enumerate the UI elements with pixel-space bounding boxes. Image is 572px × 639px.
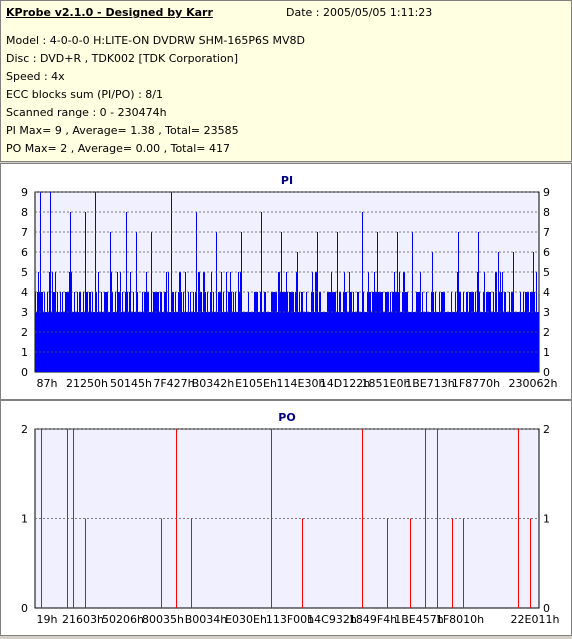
range-line: Scanned range : 0 - 230474h <box>6 106 167 119</box>
y-tick-label-left: 1 <box>21 513 28 526</box>
y-tick-label-right: 0 <box>543 602 550 615</box>
y-tick-label-right: 6 <box>543 246 550 259</box>
chart-title: PI <box>281 174 293 187</box>
y-tick-label-left: 0 <box>21 602 28 615</box>
po-chart-panel: PO 0 0 1 1 2 2 19h 21603h 50206h 80035h B0034h E030E… <box>0 400 572 636</box>
x-tick-label: 1BE713h <box>405 377 454 390</box>
y-tick-label-left: 6 <box>21 246 28 259</box>
x-tick-label: 22E011h <box>511 613 560 626</box>
y-tick-label-right: 0 <box>543 366 550 379</box>
y-tick-label-left: 3 <box>21 306 28 319</box>
y-tick-label-left: 0 <box>21 366 28 379</box>
x-tick-label: 14C932h <box>307 613 357 626</box>
x-tick-label: E030Eh <box>225 613 267 626</box>
y-tick-label-right: 4 <box>543 286 550 299</box>
y-tick-label-left: 4 <box>21 286 28 299</box>
x-tick-label: E105Eh <box>235 377 277 390</box>
x-tick-label: 1851E0h <box>362 377 411 390</box>
y-tick-label-left: 8 <box>21 206 28 219</box>
pi-summary-line: PI Max= 9 , Average= 1.38 , Total= 23585 <box>6 124 239 137</box>
y-tick-label-left: 7 <box>21 226 28 239</box>
scan-date: Date : 2005/05/05 1:11:23 <box>286 6 433 19</box>
x-tick-label: 113F00h <box>266 613 314 626</box>
y-tick-label-right: 2 <box>543 423 550 436</box>
app-title: KProbe v2.1.0 - Designed by Karr <box>6 6 213 19</box>
y-tick-label-right: 5 <box>543 266 550 279</box>
y-tick-label-left: 2 <box>21 423 28 436</box>
y-tick-label-right: 1 <box>543 513 550 526</box>
speed-line: Speed : 4x <box>6 70 65 83</box>
x-tick-label: 87h <box>37 377 58 390</box>
x-tick-label: B0034h <box>185 613 228 626</box>
y-tick-label-right: 9 <box>543 186 550 199</box>
ecc-line: ECC blocks sum (PI/PO) : 8/1 <box>6 88 163 101</box>
y-tick-label-right: 3 <box>543 306 550 319</box>
x-tick-label: 230062h <box>509 377 558 390</box>
y-tick-label-right: 2 <box>543 326 550 339</box>
x-tick-label: 1BE457h <box>394 613 443 626</box>
x-tick-label: 1F8770h <box>452 377 500 390</box>
x-tick-label: 14D122h <box>320 377 370 390</box>
x-tick-label: 50145h <box>110 377 152 390</box>
x-tick-label: 80035h <box>142 613 184 626</box>
bar-series <box>41 429 531 608</box>
pi-chart: PI 0 0 1 1 2 2 3 3 4 4 5 5 6 6 7 7 8 8 9 9 87h 21250h 50145h 7F4… <box>21 174 558 390</box>
x-tick-label: 114E30h <box>277 377 326 390</box>
y-tick-label-right: 8 <box>543 206 550 219</box>
y-tick-label-left: 5 <box>21 266 28 279</box>
x-tick-label: 19h <box>37 613 58 626</box>
x-tick-label: 21250h <box>66 377 108 390</box>
x-tick-label: 1F8010h <box>436 613 484 626</box>
y-tick-label-left: 9 <box>21 186 28 199</box>
model-line: Model : 4-0-0-0 H:LITE-ON DVDRW SHM-165P… <box>6 34 305 47</box>
disc-line: Disc : DVD+R , TDK002 [TDK Corporation] <box>6 52 238 65</box>
y-tick-label-left: 2 <box>21 326 28 339</box>
x-tick-label: 21603h <box>62 613 104 626</box>
x-tick-label: 7F427h <box>153 377 194 390</box>
x-tick-label: 1849F4h <box>349 613 397 626</box>
y-tick-label-right: 1 <box>543 346 550 359</box>
chart-title: PO <box>278 411 295 424</box>
y-tick-label-right: 7 <box>543 226 550 239</box>
y-tick-label-left: 1 <box>21 346 28 359</box>
info-header: KProbe v2.1.0 - Designed by Karr Date : … <box>0 0 572 162</box>
x-tick-label: B0342h <box>192 377 235 390</box>
pi-chart-panel: PI 0 0 1 1 2 2 3 3 4 4 5 5 6 6 7 7 8 8 9 9 87h 21250h 50145h 7F4… <box>0 163 572 400</box>
po-summary-line: PO Max= 2 , Average= 0.00 , Total= 417 <box>6 142 230 155</box>
x-tick-label: 50206h <box>102 613 144 626</box>
